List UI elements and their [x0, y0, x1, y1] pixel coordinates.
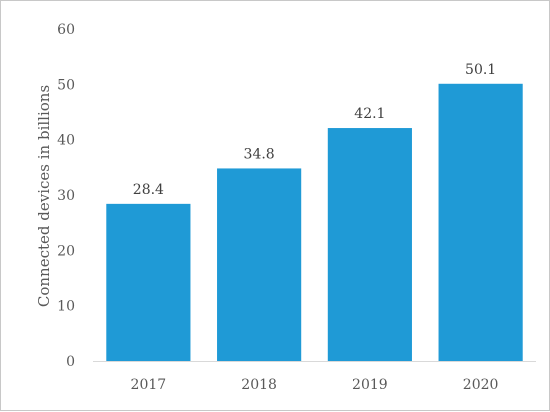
y-tick-label: 50	[57, 77, 75, 93]
bar-2020	[438, 83, 523, 361]
x-tick-label: 2019	[352, 377, 388, 393]
bar-2018	[217, 168, 302, 361]
y-tick-label: 30	[57, 188, 75, 204]
x-tick-label: 2017	[131, 377, 167, 393]
bar-2019	[327, 128, 412, 361]
bars	[106, 83, 523, 361]
y-tick-label: 20	[57, 243, 75, 259]
y-axis-label: Connected devices in billions	[35, 85, 53, 307]
y-ticks: 0 10 20 30 40 50 60	[57, 22, 75, 370]
data-label: 34.8	[244, 146, 275, 162]
data-label: 28.4	[133, 182, 164, 198]
data-label: 42.1	[354, 106, 385, 122]
x-tick-label: 2020	[463, 377, 499, 393]
y-tick-label: 0	[66, 354, 75, 370]
data-labels: 28.4 34.8 42.1 50.1	[133, 62, 496, 198]
data-label: 50.1	[465, 62, 496, 78]
x-tick-label: 2018	[241, 377, 277, 393]
y-tick-label: 10	[57, 299, 75, 315]
bar-2017	[106, 203, 191, 361]
y-tick-label: 60	[57, 22, 75, 38]
x-ticks: 2017 2018 2019 2020	[131, 377, 499, 393]
y-tick-label: 40	[57, 133, 75, 149]
